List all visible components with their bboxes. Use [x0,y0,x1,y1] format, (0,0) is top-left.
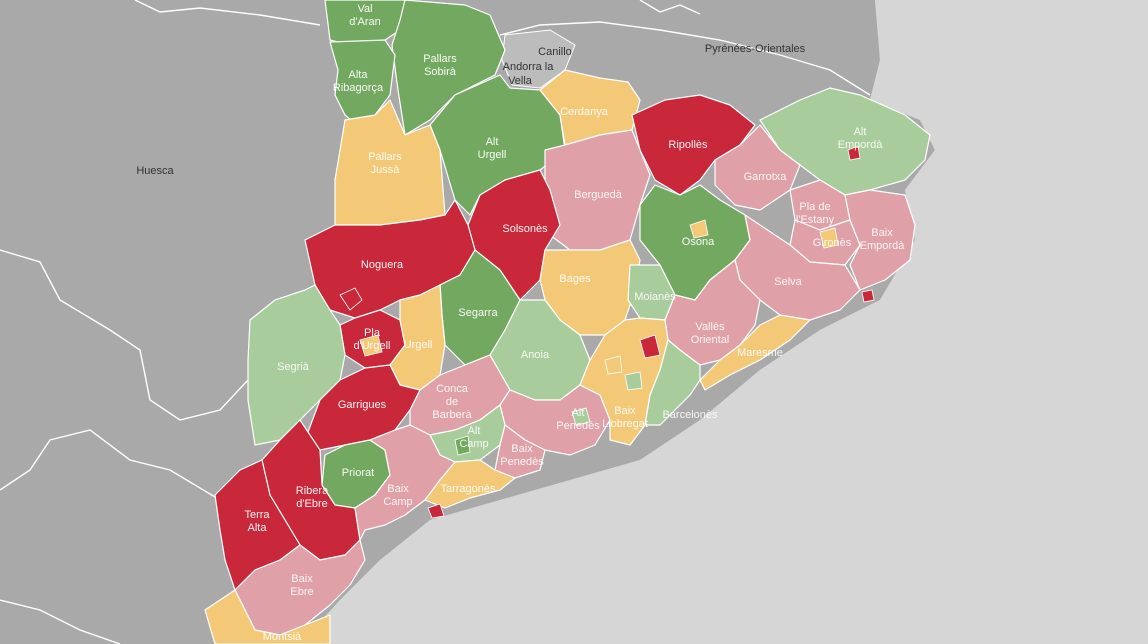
speckle [454,435,471,456]
region-alt-emporda[interactable] [759,87,931,196]
speckle [359,334,383,357]
label-andorra-line1: Andorra la [503,61,555,73]
municipal-speckles [339,145,875,519]
place-labels: Huesca Canillo Andorra la Vella Pyrénées… [136,43,805,177]
speckle [339,287,363,311]
border-line [499,21,871,96]
border-line [0,599,121,644]
andorra-region [501,29,576,89]
border-line [134,0,321,26]
region-pallars-sobira[interactable] [391,0,506,136]
region-montsia[interactable] [204,589,331,644]
sea-area [300,0,1148,644]
comarques-layer[interactable] [204,0,931,644]
label-pyrenees-orientales: Pyrénées-Orientales [705,43,806,55]
speckle [639,334,661,359]
speckle [819,227,839,249]
speckle [689,219,709,239]
speckle [847,145,861,161]
region-garrotxa[interactable] [714,124,801,211]
land-area-south [0,480,210,644]
region-maresme[interactable] [699,314,811,391]
border-line [639,0,701,15]
speckle [427,503,445,519]
region-barcelones[interactable] [644,339,701,426]
border-line [0,429,221,501]
label-canillo: Canillo [538,46,572,58]
speckle [604,355,623,375]
speckle [861,289,875,303]
speckle [624,371,643,391]
label-huesca: Huesca [136,165,174,177]
region-baix-emporda[interactable] [844,189,916,291]
label-andorra-line2: Vella [508,75,533,87]
region-tarragones[interactable] [424,459,516,509]
speckle [571,407,591,426]
region-baix-camp[interactable] [354,424,456,541]
border-line [0,249,249,421]
